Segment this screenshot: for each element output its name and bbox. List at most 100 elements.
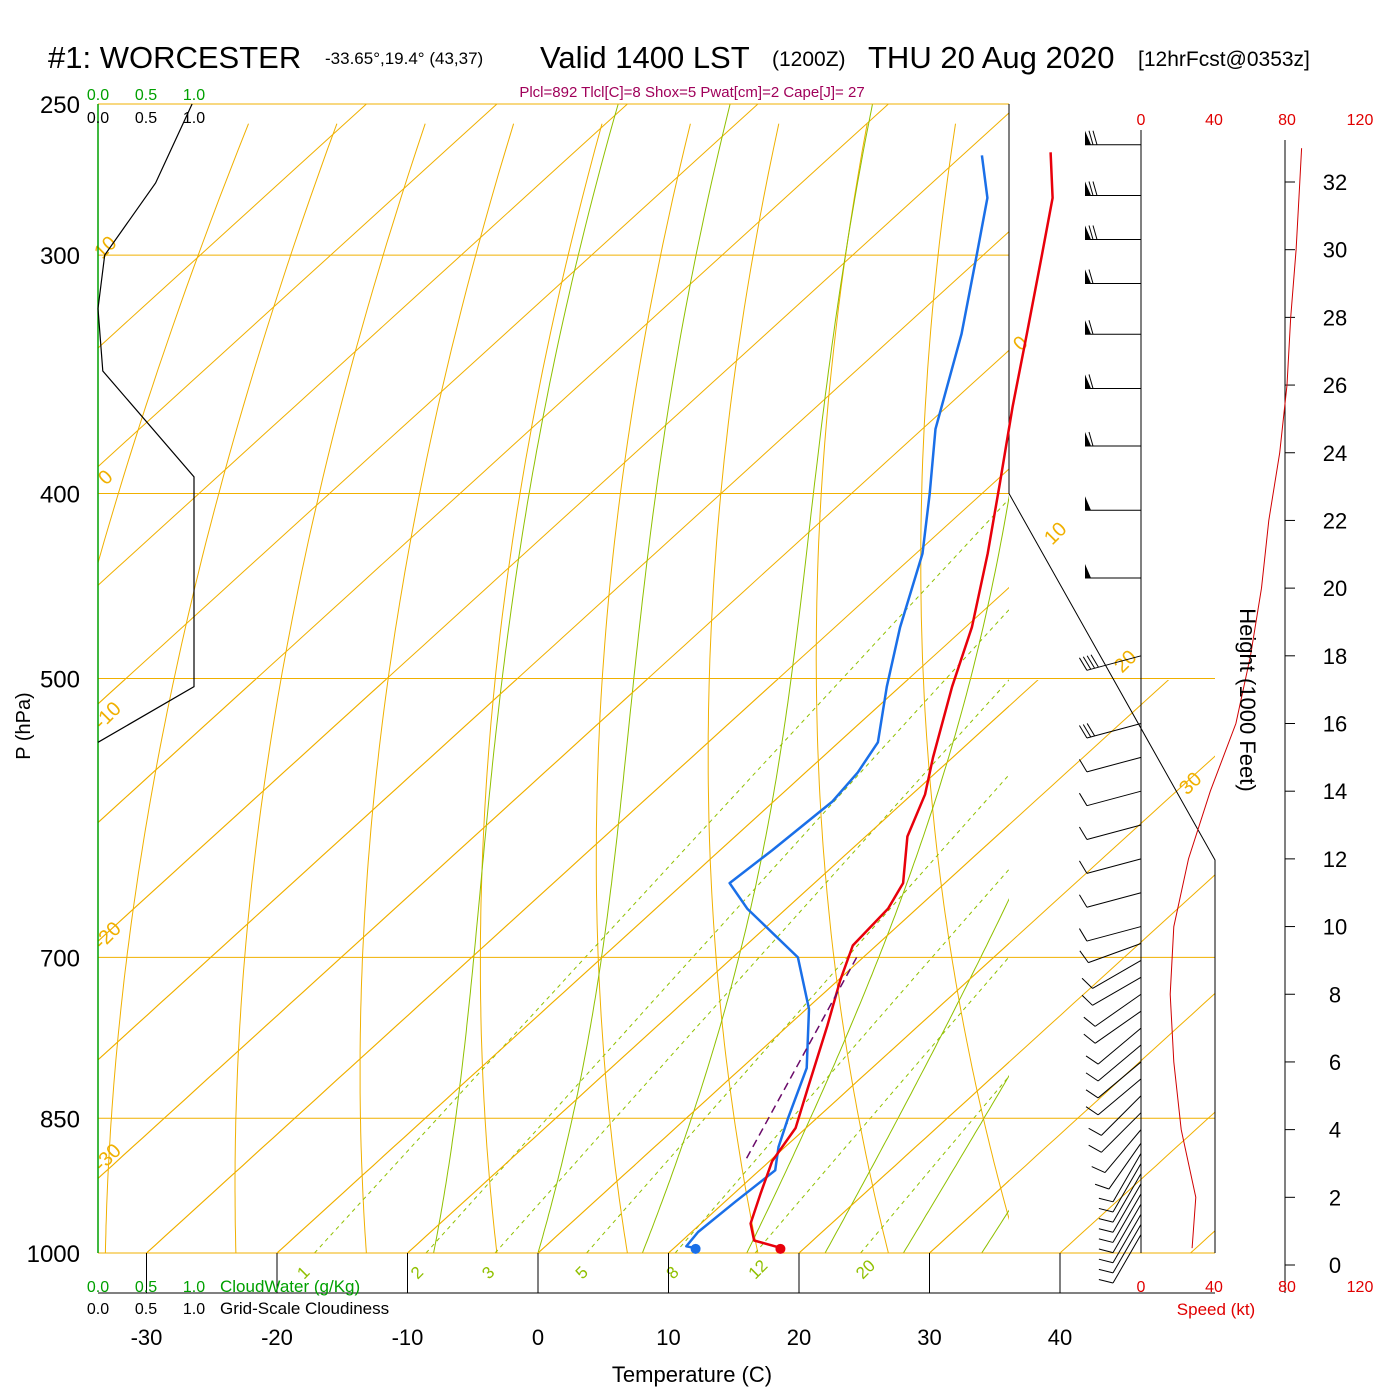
zulu-time: (1200Z) [772,48,846,71]
speed-bottom-tick: 120 [1347,1279,1374,1296]
wind-barb-feather [1085,1106,1099,1116]
wind-barb-staff [1086,723,1142,739]
wind-barb-feather [1098,1197,1114,1203]
wind-barb [1085,269,1141,285]
cloudiness-line [97,103,195,743]
wind-barb-staff [1112,1153,1142,1203]
cloudiness-top-tick: 1.0 [183,110,205,127]
pressure-tick-label: 700 [40,945,80,972]
height-tick-label: 0 [1329,1253,1341,1278]
height-tick-label: 30 [1323,238,1347,263]
wind-barb [1085,1044,1142,1082]
isotherm-label: -30 [90,1140,126,1176]
isotherm-label: 30 [1175,768,1206,799]
wind-barb-staff [1108,1142,1142,1190]
right-border [1008,104,1216,1253]
dry-adiabat [234,123,426,1253]
wind-barb-staff [1092,976,1142,1006]
mixing-ratio-label: 3 [478,1263,498,1283]
mixing-ratio-line [860,1075,1009,1253]
wind-barb [1098,1163,1142,1213]
dry-adiabat [1308,124,1400,1253]
wind-barb-feather [1083,1016,1096,1027]
wind-barb [1083,1010,1142,1044]
wind-barb [1098,1234,1142,1284]
wind-barb [1088,1112,1142,1153]
wind-barb-staff [1112,1213,1142,1263]
wind-barb-feather [1088,1144,1102,1153]
wind-barb [1078,858,1142,874]
stability-indices: Plcl=892 Tlcl[C]=8 Shox=5 Pwat[cm]=2 Cap… [519,84,864,101]
wind-barb-feather [1098,1218,1114,1223]
isotherm-label: 0 [1009,332,1032,355]
pressure-tick-label: 300 [40,243,80,270]
wind-barb-staff [1112,1183,1142,1233]
wind-barb-feather [1082,724,1092,738]
wind-barb-feather [1085,1089,1099,1099]
dry-adiabat [104,123,338,1253]
wind-barb-flag [1085,431,1091,446]
wind-barb-feather [1088,320,1094,335]
wind-barb [1081,959,1142,989]
pressure-tick-label: 1000 [27,1241,80,1268]
cloudiness-label: Grid-Scale Cloudiness [220,1299,389,1318]
wind-barb [1088,1095,1142,1136]
speed-bottom-tick: 40 [1205,1279,1223,1296]
dry-adiabat [359,123,515,1253]
wind-barb-flag [1085,269,1091,284]
wind-barb-feather [1088,374,1094,389]
wind-barb-feather [1082,656,1092,670]
isotherm-line [1191,104,1400,1253]
wind-barb [1085,1027,1142,1065]
wind-barb [1085,563,1141,579]
valid-date: THU 20 Aug 2020 [868,40,1114,75]
cloudiness-top-tick: 0.5 [135,110,157,127]
temp-tick-label: 0 [532,1325,544,1350]
cloudiness-panel: 0.0 0.0 0.0 0.0 0.5 0.5 0.5 0.5 1.0 1.0 1.0 1.0 [87,87,205,1318]
wind-barb-staff [1104,1129,1142,1173]
wind-barb-feather [1088,130,1094,145]
mixing-ratio-label: 8 [663,1263,683,1283]
cloudwater-bottom-tick: 0.5 [135,1279,157,1296]
wind-barb [1098,1203,1142,1254]
wind-barb-staff [1086,790,1142,807]
dry-adiabat [707,123,780,1253]
isotherm-line [98,104,889,824]
height-axis-title: Height (1000 Feet) [1235,608,1260,791]
wind-barb-feather [1083,1033,1096,1044]
y-axis-title: P (hPa) [13,692,35,759]
temp-tick-label: 10 [656,1325,680,1350]
surface-temperature-dot [775,1243,786,1254]
wind-barb [1081,976,1142,1006]
wind-barb-flag [1085,320,1091,335]
parcel-path [745,957,858,1159]
wind-barb [1085,496,1141,511]
isotherm-line [1059,1111,1215,1253]
wind-barb [1078,926,1142,942]
height-tick-label: 26 [1323,373,1347,398]
isotherm-line [98,104,759,705]
pressure-tick-label: 850 [40,1106,80,1133]
speed-top-tick: 80 [1278,112,1296,129]
wind-barb-feather [1078,657,1088,671]
cloudwater-label: CloudWater (g/Kg) [220,1277,360,1296]
temp-tick-label: 20 [787,1325,811,1350]
speed-top-tick: 40 [1205,112,1223,129]
wind-barb-staff [1112,1173,1142,1223]
wind-barb-feather [1088,225,1094,240]
speed-top-tick: 120 [1347,112,1374,129]
wind-barb [1094,1142,1142,1190]
temp-tick-label: 30 [917,1325,941,1350]
grid-lower-clipped [98,680,1215,1253]
speed-top-tick: 0 [1137,112,1146,129]
wind-barb-feather [1092,225,1098,240]
wind-barb-feather [1079,950,1089,963]
wind-barb-staff [1112,1224,1142,1274]
station-coords: -33.65°,19.4° (43,37) [325,49,483,68]
wind-barb-flag [1085,563,1091,578]
forecast-info: [12hrFcst@0353z] [1138,48,1310,71]
wind-barb [1098,1173,1142,1223]
wind-barb [1079,943,1142,964]
